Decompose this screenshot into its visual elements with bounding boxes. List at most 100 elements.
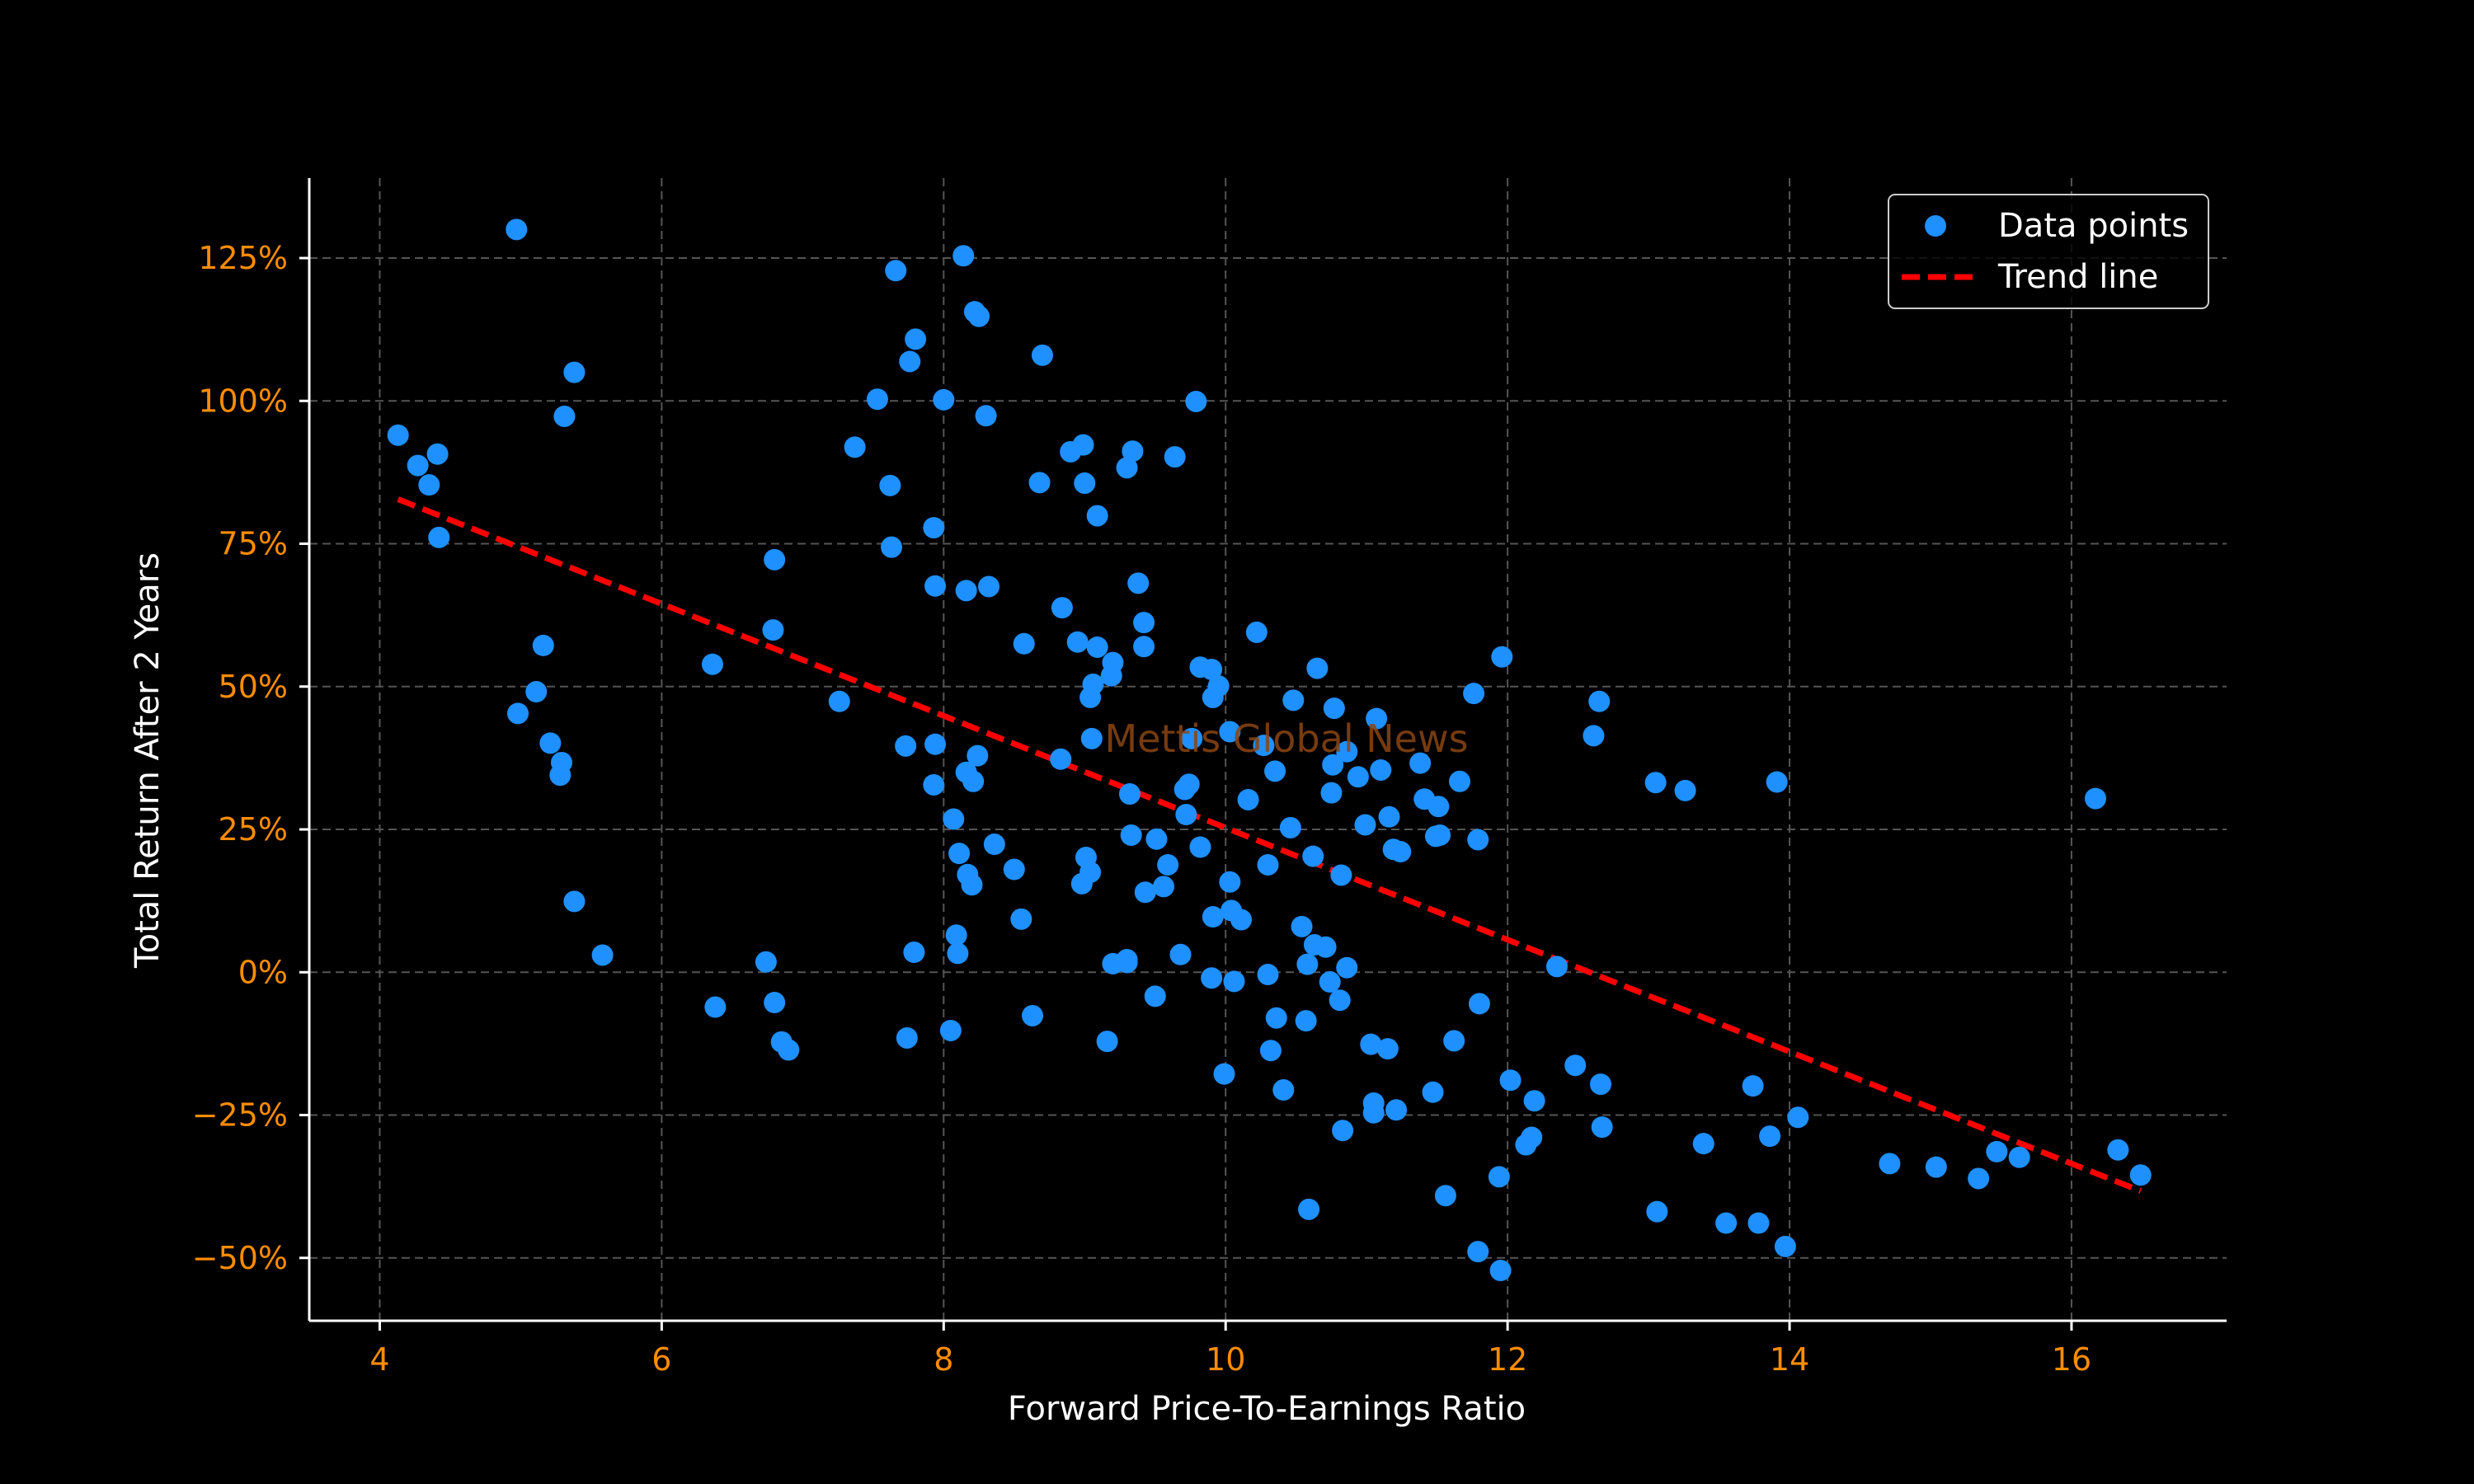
data-point	[924, 575, 947, 597]
data-point	[563, 361, 586, 383]
trend-line	[397, 496, 2142, 1194]
data-point	[1086, 636, 1108, 658]
data-point	[952, 245, 975, 267]
data-point	[428, 526, 450, 548]
trend-line-layer	[397, 496, 2142, 1194]
data-point	[525, 681, 548, 703]
x-tick-label: 14	[1770, 1341, 1809, 1378]
data-point	[1028, 472, 1051, 494]
axes	[308, 178, 2227, 1322]
data-point	[1589, 1073, 1611, 1096]
data-point	[844, 436, 866, 458]
data-point	[1013, 632, 1035, 655]
data-point	[903, 942, 925, 964]
data-point	[1282, 689, 1305, 711]
data-point	[967, 744, 989, 767]
data-point	[1766, 771, 1788, 793]
data-point	[591, 944, 614, 966]
data-point	[1986, 1140, 2008, 1162]
data-point	[1422, 1081, 1444, 1103]
data-point	[1434, 1185, 1456, 1207]
data-point	[1079, 861, 1102, 883]
data-point	[1272, 1079, 1295, 1101]
data-point	[1175, 804, 1197, 826]
data-point	[1257, 853, 1279, 876]
data-point	[1051, 597, 1073, 619]
data-point	[1385, 1099, 1408, 1121]
y-tick-label: −50%	[192, 1240, 288, 1276]
data-point	[1022, 1004, 1044, 1026]
data-point	[962, 770, 985, 792]
data-point	[1207, 675, 1230, 697]
data-point	[933, 388, 955, 411]
data-point	[1491, 646, 1513, 668]
data-point	[1237, 788, 1259, 810]
data-point	[1118, 783, 1141, 805]
data-point	[563, 890, 586, 913]
data-point	[1322, 754, 1344, 776]
data-point	[1449, 770, 1470, 792]
data-point	[1332, 1120, 1354, 1142]
data-point	[983, 834, 1005, 856]
data-point	[426, 443, 449, 465]
data-point	[2129, 1164, 2152, 1186]
data-point	[1468, 993, 1490, 1015]
data-point	[1245, 621, 1268, 643]
data-point	[1759, 1125, 1781, 1148]
y-tick-label: 50%	[219, 669, 288, 705]
data-point	[1523, 1090, 1545, 1112]
data-point	[1134, 881, 1156, 904]
data-point	[1133, 612, 1155, 634]
data-point	[1086, 505, 1108, 527]
watermark-text: Mettis Global News	[1104, 716, 1468, 761]
data-point	[506, 218, 528, 241]
data-point	[1378, 805, 1400, 828]
data-point	[1003, 858, 1025, 881]
data-point	[1257, 964, 1279, 986]
data-point	[1319, 971, 1341, 993]
data-point	[1323, 697, 1345, 720]
data-point	[1295, 1010, 1317, 1032]
x-tick-label: 6	[651, 1341, 671, 1378]
data-point	[1443, 1030, 1465, 1052]
y-tick-label: 0%	[238, 954, 288, 990]
data-point	[1145, 828, 1168, 850]
data-point	[764, 991, 786, 1013]
data-point	[961, 874, 983, 896]
data-point	[1336, 740, 1358, 763]
data-point	[1082, 673, 1104, 695]
y-tick-label: 100%	[198, 383, 288, 419]
y-tick-label: 125%	[198, 240, 288, 276]
data-point	[923, 517, 945, 539]
data-point	[1133, 636, 1155, 658]
legend-label-trend-line: Trend line	[1997, 258, 2158, 296]
data-point	[755, 951, 777, 973]
data-point	[879, 474, 901, 496]
data-point	[945, 924, 967, 946]
data-point	[1747, 1212, 1770, 1234]
data-point	[1074, 472, 1096, 495]
data-point	[1362, 1101, 1385, 1124]
data-point	[1591, 1116, 1613, 1139]
data-point	[939, 1019, 962, 1041]
data-point	[1925, 1156, 1947, 1178]
data-point	[1144, 985, 1166, 1007]
data-point	[923, 773, 945, 796]
data-point	[948, 843, 971, 865]
data-point	[1521, 1126, 1543, 1148]
data-point	[553, 405, 576, 427]
x-axis-label: Forward Price-To-Earnings Ratio	[1008, 1390, 1526, 1428]
data-point	[701, 653, 723, 675]
data-point	[1298, 1198, 1320, 1220]
data-point	[895, 735, 917, 757]
data-point	[1102, 651, 1124, 674]
data-point	[762, 619, 784, 641]
data-point	[924, 733, 947, 755]
data-point	[1742, 1075, 1764, 1097]
data-point	[899, 350, 921, 373]
grid-lines	[309, 178, 2227, 1321]
data-point	[2107, 1139, 2129, 1161]
y-tick-label: −25%	[192, 1097, 288, 1134]
data-point	[1306, 657, 1329, 679]
